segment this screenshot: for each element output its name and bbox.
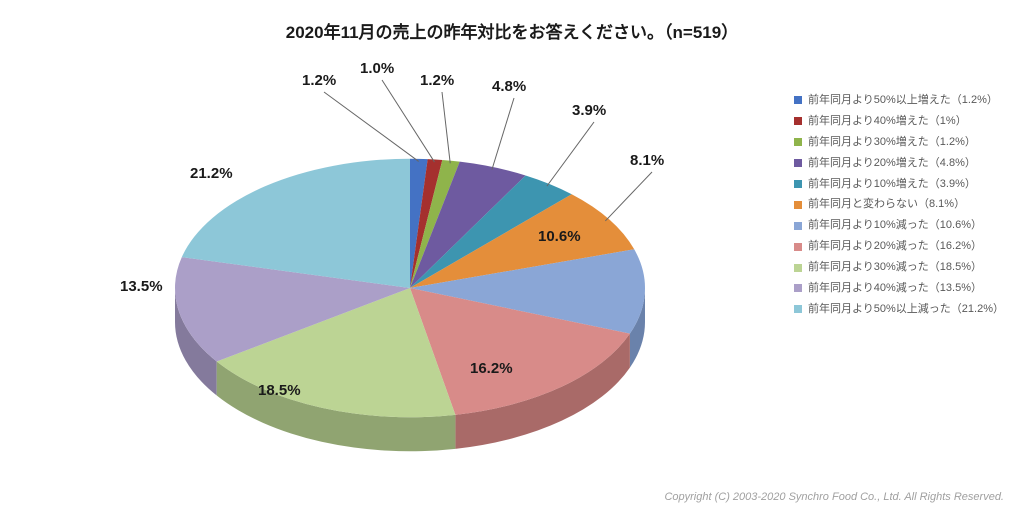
legend-item: 前年同月より50%以上増えた（1.2%） [794,90,1004,111]
legend-item: 前年同月と変わらない（8.1%） [794,194,1004,215]
legend-item: 前年同月より30%増えた（1.2%） [794,132,1004,153]
legend-swatch [794,180,802,188]
legend-item: 前年同月より40%減った（13.5%） [794,278,1004,299]
legend-item: 前年同月より10%増えた（3.9%） [794,174,1004,195]
legend-swatch [794,117,802,125]
chart-title: 2020年11月の売上の昨年対比をお答えください。（n=519） [0,18,1024,43]
legend-item: 前年同月より10%減った（10.6%） [794,215,1004,236]
legend-label: 前年同月と変わらない（8.1%） [808,194,965,215]
legend-label: 前年同月より50%以上増えた（1.2%） [808,90,998,111]
legend-label: 前年同月より20%増えた（4.8%） [808,153,976,174]
legend-label: 前年同月より40%減った（13.5%） [808,278,982,299]
legend-item: 前年同月より50%以上減った（21.2%） [794,299,1004,320]
legend-swatch [794,96,802,104]
legend-swatch [794,243,802,251]
legend-item: 前年同月より20%増えた（4.8%） [794,153,1004,174]
pie-area: 1.2%1.0%1.2%4.8%3.9%8.1%10.6%16.2%18.5%1… [40,60,720,490]
copyright: Copyright (C) 2003-2020 Synchro Food Co.… [664,491,1004,503]
legend-item: 前年同月より20%減った（16.2%） [794,236,1004,257]
legend-swatch [794,222,802,230]
legend-label: 前年同月より20%減った（16.2%） [808,236,982,257]
legend-swatch [794,284,802,292]
legend-item: 前年同月より40%増えた（1%） [794,111,1004,132]
legend-swatch [794,264,802,272]
chart-container: 2020年11月の売上の昨年対比をお答えください。（n=519） 1.2%1.0… [0,0,1024,511]
leader-lines [40,60,720,490]
legend-swatch [794,159,802,167]
legend-swatch [794,138,802,146]
legend-label: 前年同月より30%増えた（1.2%） [808,132,976,153]
legend: 前年同月より50%以上増えた（1.2%）前年同月より40%増えた（1%）前年同月… [794,90,1004,320]
legend-label: 前年同月より10%減った（10.6%） [808,215,982,236]
legend-label: 前年同月より40%増えた（1%） [808,111,967,132]
legend-swatch [794,201,802,209]
legend-item: 前年同月より30%減った（18.5%） [794,257,1004,278]
legend-label: 前年同月より30%減った（18.5%） [808,257,982,278]
legend-label: 前年同月より10%増えた（3.9%） [808,174,976,195]
legend-swatch [794,305,802,313]
legend-label: 前年同月より50%以上減った（21.2%） [808,299,1004,320]
